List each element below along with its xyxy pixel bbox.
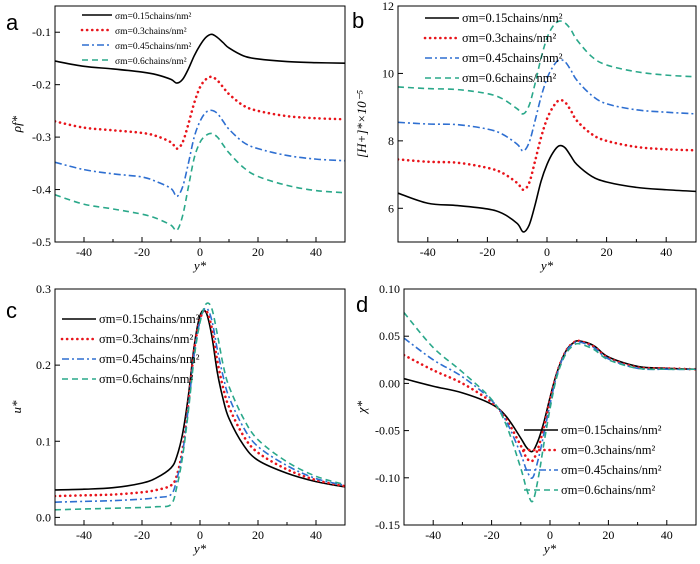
series-line-d-4 [404, 312, 696, 503]
series-line-b-2 [398, 98, 696, 192]
panel-b: b -40 -20 0 20 40 6 8 10 12 y* [H+]*×10⁻⁵ σm=0.15cha… [352, 0, 697, 273]
y-tick-label-b: 8 [388, 134, 394, 148]
legend-label-b-2: σm=0.3chains/nm² [462, 31, 557, 45]
panel-letter-b: b [352, 8, 364, 33]
x-tick-label-b: 20 [601, 245, 613, 259]
x-tick-label-c: 40 [310, 528, 322, 542]
y-tick-label-a: -0.2 [32, 78, 51, 92]
series-line-b-1 [398, 144, 696, 233]
x-tick-label-a: 20 [252, 245, 264, 259]
x-axis-title-c: y* [192, 541, 207, 556]
y-axis-title-a: ρf* [9, 115, 24, 133]
x-tick-label-a: -40 [76, 245, 92, 259]
legend-label-d-1: σm=0.15chains/nm² [561, 423, 662, 437]
x-tick-label-a: -20 [134, 245, 150, 259]
y-tick-label-d: 0.05 [379, 329, 400, 343]
x-tick-label-d: 0 [547, 528, 553, 542]
x-tick-label-d: 40 [661, 528, 673, 542]
legend-d: σm=0.15chains/nm² σm=0.3chains/nm² σm=0.45… [522, 423, 662, 497]
legend-label-a-2: σm=0.3chains/nm² [115, 27, 187, 37]
series-line-b-4 [398, 20, 696, 115]
x-tick-label-b: -20 [479, 245, 495, 259]
y-axis-title-d: χ* [354, 400, 369, 415]
y-tick-label-d: 0.10 [379, 282, 400, 296]
y-tick-label-c: 0.2 [36, 358, 51, 372]
y-tick-label-c: 0.3 [36, 282, 51, 296]
x-axis-title-d: y* [542, 541, 557, 556]
legend-label-d-2: σm=0.3chains/nm² [561, 443, 656, 457]
y-tick-label-a: -0.3 [32, 130, 51, 144]
panel-a: a -40 -20 0 20 40 -0.1 -0.2 -0.3 -0.4 -0.5 y* ρf* σm=… [6, 5, 346, 273]
y-tick-label-d: -0.15 [375, 518, 400, 532]
panel-letter-d: d [356, 292, 368, 317]
series-line-b-3 [398, 58, 696, 152]
panel-d: d -40 -20 0 20 40 0.10 0.05 0.00 -0.05 -0.10 -0.15 y… [354, 282, 697, 556]
legend-label-a-4: σm=0.6chains/nm² [115, 57, 187, 67]
y-tick-label-d: -0.05 [375, 424, 400, 438]
y-tick-label-a: -0.5 [32, 235, 51, 249]
x-tick-label-d: -40 [425, 528, 441, 542]
legend-label-d-4: σm=0.6chains/nm² [561, 483, 656, 497]
x-tick-label-a: 40 [310, 245, 322, 259]
legend-label-c-3: σm=0.45chains/nm² [99, 352, 200, 366]
series-line-a-4 [55, 132, 345, 232]
legend-a: σm=0.15chains/nm² σm=0.3chains/nm² σm=0.45… [80, 12, 192, 67]
legend-label-b-1: σm=0.15chains/nm² [462, 11, 563, 25]
y-tick-label-c: 0.0 [36, 510, 51, 524]
x-tick-label-c: -40 [76, 528, 92, 542]
y-tick-label-a: -0.1 [32, 25, 51, 39]
legend-label-b-3: σm=0.45chains/nm² [462, 51, 563, 65]
series-line-c-4 [55, 302, 345, 511]
y-tick-label-b: 10 [382, 66, 394, 80]
legend-label-a-1: σm=0.15chains/nm² [115, 12, 192, 22]
y-axis-title-c: u* [9, 400, 24, 414]
y-tick-label-d: -0.10 [375, 471, 400, 485]
legend-label-d-3: σm=0.45chains/nm² [561, 463, 662, 477]
legend-label-b-4: σm=0.6chains/nm² [462, 71, 557, 85]
y-tick-label-d: 0.00 [379, 376, 400, 390]
x-tick-label-d: -20 [484, 528, 500, 542]
x-tick-label-c: 20 [252, 528, 264, 542]
x-tick-label-b: 40 [660, 245, 672, 259]
x-axis-title-b: y* [539, 258, 554, 273]
x-tick-label-a: 0 [197, 245, 203, 259]
legend-c: σm=0.15chains/nm² σm=0.3chains/nm² σm=0.45… [60, 312, 200, 386]
panel-letter-c: c [6, 298, 17, 323]
y-axis-title-b: [H+]*×10⁻⁵ [354, 90, 369, 158]
y-tick-label-a: -0.4 [32, 183, 51, 197]
x-tick-label-d: 20 [602, 528, 614, 542]
legend-label-c-4: σm=0.6chains/nm² [99, 372, 194, 386]
panel-c: c -40 -20 0 20 40 0.0 0.1 0.2 0.3 y* u* σm=0.15chain… [6, 282, 346, 556]
series-line-a-1 [55, 33, 345, 84]
x-tick-label-b: -40 [420, 245, 436, 259]
x-tick-label-c: -20 [134, 528, 150, 542]
series-line-a-3 [55, 109, 345, 198]
x-tick-label-b: 0 [544, 245, 550, 259]
y-tick-label-b: 12 [382, 0, 394, 13]
series-line-a-2 [55, 75, 345, 150]
legend-b: σm=0.15chains/nm² σm=0.3chains/nm² σm=0.45… [423, 11, 563, 85]
series-line-c-3 [55, 307, 345, 503]
panel-letter-a: a [6, 10, 19, 35]
legend-label-c-2: σm=0.3chains/nm² [99, 332, 194, 346]
y-tick-label-b: 6 [388, 201, 394, 215]
legend-label-a-3: σm=0.45chains/nm² [115, 42, 192, 52]
x-tick-label-c: 0 [197, 528, 203, 542]
y-tick-label-c: 0.1 [36, 434, 51, 448]
legend-label-c-1: σm=0.15chains/nm² [99, 312, 200, 326]
x-axis-title-a: y* [192, 258, 207, 273]
